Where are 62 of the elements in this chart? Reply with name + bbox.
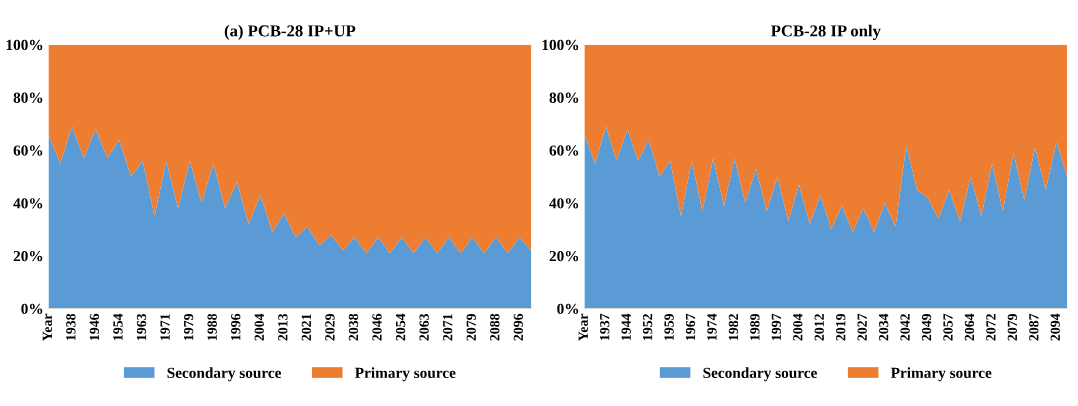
x-tick-label: 2079 [1007, 313, 1018, 341]
x-tick-label: 2034 [878, 313, 889, 341]
x-tick-label: 2094 [1050, 313, 1060, 341]
x-tick-label: 1959 [664, 313, 674, 341]
y-tick-label: 60% [549, 145, 579, 156]
x-tick-label: 1954 [113, 313, 123, 341]
x-tick-label: 1952 [642, 314, 653, 341]
x-tick-label: 2057 [943, 313, 953, 341]
x-tick-label: 2071 [442, 314, 453, 341]
x-tick-label: 2027 [857, 313, 867, 341]
y-tick-label: 0% [21, 303, 43, 315]
x-tick-label: 2029 [325, 313, 335, 341]
x-tick-label: 2049 [921, 313, 932, 341]
y-tick-label: 80% [13, 92, 43, 103]
y-tick-label: 0% [557, 303, 579, 315]
x-tick-label: 1997 [771, 313, 782, 341]
x-tick-label: 1971 [160, 314, 170, 341]
x-tick-label: 2019 [836, 313, 846, 341]
x-tick-label: 1979 [183, 313, 194, 341]
legend-label: Primary source [890, 367, 992, 382]
y-tick-label: 100% [542, 39, 579, 51]
legend-label: Primary source [355, 367, 456, 382]
x-tick-label: 1937 [600, 313, 610, 341]
x-tick-label: 1967 [685, 313, 696, 341]
x-tick-label: 1988 [207, 313, 217, 341]
x-tick-label: 1982 [728, 314, 739, 341]
x-tick-label: 1963 [136, 313, 147, 341]
x-tick-label: 2021 [301, 314, 312, 341]
x-tick-label: 2079 [466, 313, 476, 341]
x-tick-label: 2072 [986, 314, 996, 341]
legend-label: Secondary source [167, 367, 282, 382]
x-tick-label: 1946 [89, 313, 100, 341]
x-tick-label: 2012 [814, 314, 824, 341]
x-tick-label: 2038 [348, 313, 359, 341]
x-tick-label: 2054 [395, 313, 406, 341]
x-tick-label: 2087 [1029, 313, 1039, 341]
y-tick-label: 80% [549, 92, 579, 103]
y-tick-label: 100% [6, 39, 43, 51]
x-tick-label: 2064 [964, 313, 975, 341]
y-tick-label: 40% [549, 198, 579, 209]
chart-title: (a) PCB-28 IP+UP [224, 24, 356, 40]
x-tick-label: 2046 [372, 313, 382, 341]
x-tick-label: 1944 [621, 313, 631, 341]
y-tick-label: 20% [13, 250, 43, 262]
x-tick-label: 2004 [254, 313, 264, 341]
x-tick-label: 2096 [513, 313, 524, 341]
x-tick-label: Year [42, 313, 52, 341]
chart-title: PCB-28 IP only [771, 24, 881, 40]
x-tick-label: 2004 [793, 313, 803, 341]
y-tick-label: 40% [13, 198, 43, 209]
y-tick-label: 60% [13, 145, 43, 156]
x-tick-label: 1938 [66, 313, 76, 341]
y-tick-label: 20% [549, 250, 579, 262]
x-tick-label: 1989 [750, 313, 760, 341]
x-tick-label: 2042 [900, 314, 910, 341]
x-tick-label: 2013 [278, 313, 288, 341]
x-tick-label: 2063 [419, 313, 429, 341]
x-tick-label: 2088 [490, 313, 500, 341]
x-tick-label: 1974 [707, 313, 717, 341]
x-tick-label: Year [578, 313, 588, 341]
x-tick-label: 1996 [231, 313, 241, 341]
legend-label: Secondary source [703, 367, 817, 382]
